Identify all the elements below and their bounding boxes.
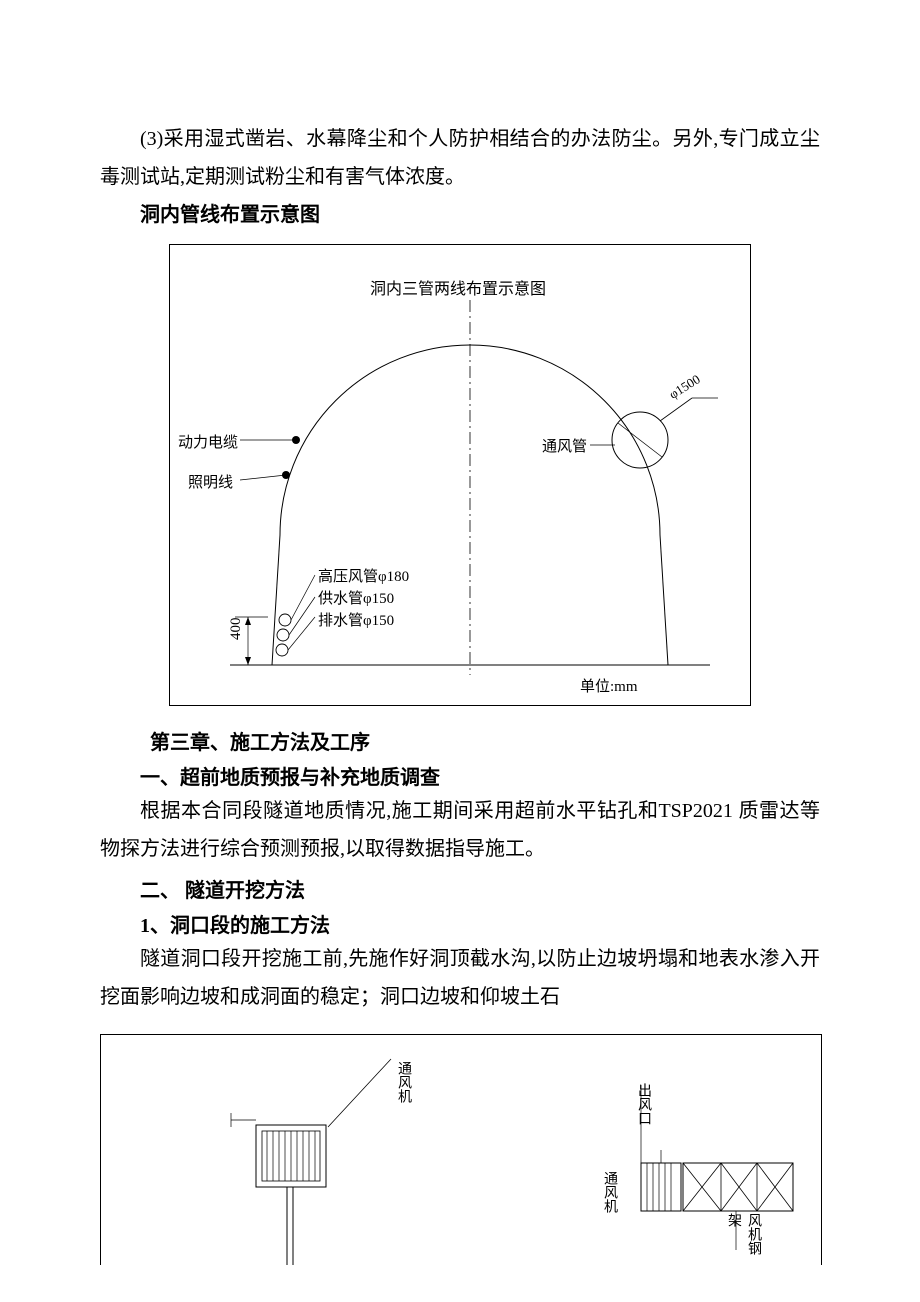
label-light-line: 照明线 [188,471,233,492]
label-dim400: 400 [228,618,245,641]
label-water-drain: 排水管φ150 [318,609,394,630]
paragraph-dust-control: (3)采用湿式凿岩、水幕降尘和个人防护相结合的办法防尘。另外,专门成立尘毒测试站… [100,120,820,196]
label-outlet: 出风口 [633,1083,653,1125]
section2-heading: 二、 隧道开挖方法 [100,874,820,903]
figure1-heading: 洞内管线布置示意图 [100,196,820,234]
label-water-supply: 供水管φ150 [318,587,394,608]
fig1-title-text: 洞内三管两线布置示意图 [370,275,546,299]
label-fan-left: 通风机 [393,1061,413,1103]
label-vent-pipe: 通风管 [542,435,587,456]
label-power-cable: 动力电缆 [178,431,238,452]
section2-body: 隧道洞口段开挖施工前,先施作好洞顶截水沟,以防止边坡坍塌和地表水渗入开挖面影响边… [100,940,820,1016]
section1-body: 根据本合同段隧道地质情况,施工期间采用超前水平钻孔和TSP2021 质雷达等物探… [100,792,820,868]
tunnel-layout-svg [170,245,750,705]
figure-tunnel-layout: 洞内三管两线布置示意图 动力电缆 照明线 通风管 高压风管φ180 供水管φ15… [169,244,751,706]
section2-sub1: 1、洞口段的施工方法 [100,909,820,938]
label-hp-air: 高压风管φ180 [318,565,409,586]
label-fan-right: 通风机 [599,1171,619,1213]
chapter-heading: 第三章、施工方法及工序 [100,726,820,755]
figure-ventilation-setup: 通风机 出风口 通风机 风机钢架 [100,1034,822,1265]
label-frame: 风机钢架 [723,1213,763,1265]
ventilation-svg [101,1035,821,1265]
section1-heading: 一、超前地质预报与补充地质调查 [100,761,820,790]
label-unit: 单位:mm [580,675,638,696]
